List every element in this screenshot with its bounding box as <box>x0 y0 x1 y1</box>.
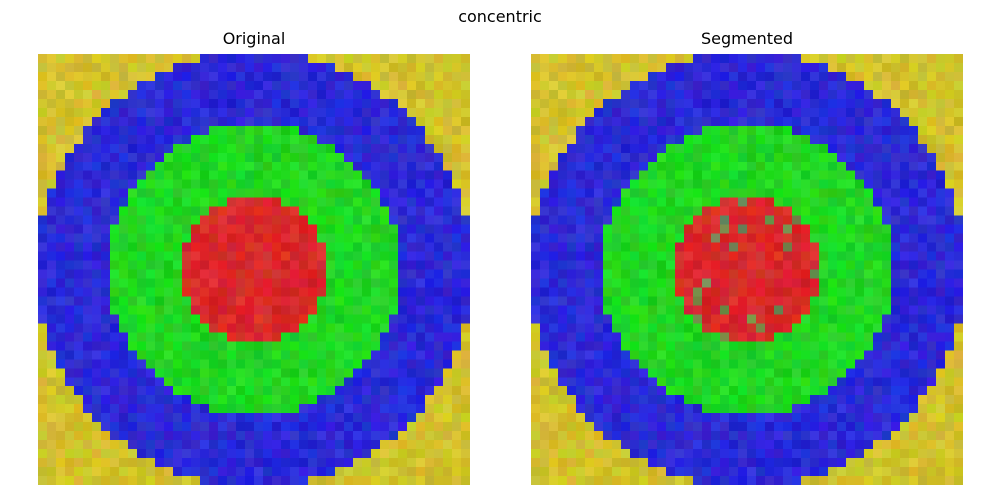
segmented-image <box>531 54 963 485</box>
segmented-panel-title: Segmented <box>701 29 793 48</box>
original-panel-title: Original <box>222 29 286 48</box>
original-image <box>38 54 470 485</box>
figure-title: concentric <box>458 7 542 26</box>
